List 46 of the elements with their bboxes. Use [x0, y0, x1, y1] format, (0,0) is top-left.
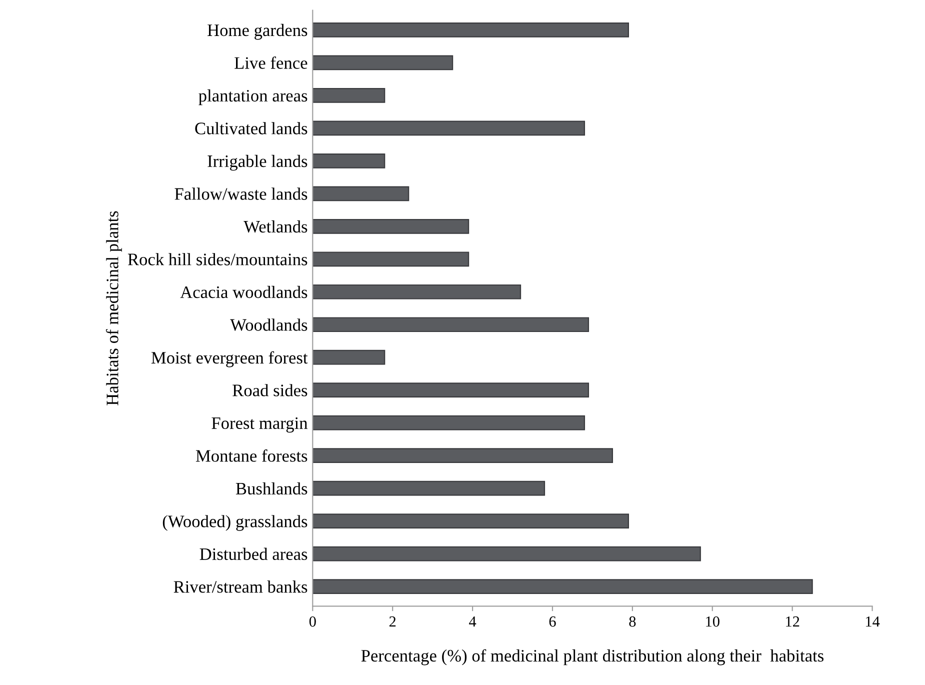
y-tick-label: Bushlands [236, 482, 308, 495]
bar [312, 153, 386, 168]
y-tick-label: Home gardens [208, 24, 308, 40]
x-tick-label: 12 [786, 616, 800, 627]
y-tick-label: Montane forests [196, 449, 308, 462]
y-tick-label: Acacia woodlands [180, 286, 308, 298]
bar [312, 284, 522, 300]
bar [312, 514, 629, 529]
x-tick-label: 0 [309, 616, 316, 627]
y-tick-label: Moist evergreen forest [151, 351, 308, 368]
bar [312, 579, 813, 594]
y-tick-label: Irrigable lands [208, 154, 308, 171]
bar [312, 448, 614, 464]
bar [312, 382, 590, 398]
x-tick-label: 14 [866, 616, 880, 627]
x-tick-label: 2 [389, 616, 396, 627]
y-tick-label: River/stream banks [174, 580, 308, 593]
bar [312, 218, 470, 234]
y-tick-label: Live fence [234, 56, 308, 69]
y-tick-label: Disturbed areas [200, 548, 308, 560]
y-tick-label: Wetlands [244, 220, 308, 233]
bar [312, 22, 629, 38]
y-tick-label: Woodlands [230, 318, 308, 331]
bar [312, 120, 586, 136]
y-tick-label: Fallow/waste lands [174, 188, 308, 200]
bar [312, 252, 470, 267]
bar [312, 546, 701, 562]
x-tick-label: 4 [469, 616, 476, 627]
y-axis-title: Habitats of medicinal plants [106, 211, 122, 406]
y-tick-label: Cultivated lands [195, 122, 308, 134]
x-tick-label: 10 [706, 616, 720, 627]
y-tick-label: Rock hill sides/mountains [128, 253, 308, 266]
bar [312, 350, 386, 365]
bar [312, 88, 386, 103]
y-tick-label: Forest margin [212, 417, 308, 433]
bar [312, 317, 590, 332]
bar [312, 186, 410, 202]
y-tick-label: (Wooded) grasslands [162, 515, 308, 531]
bar [312, 415, 586, 430]
x-tick-label: 8 [629, 616, 636, 627]
y-tick-label: plantation areas [198, 89, 308, 106]
y-tick-label: Road sides [232, 384, 308, 396]
x-axis-title: Percentage (%) of medicinal plant distribution along their habitats [361, 649, 824, 666]
bar [312, 480, 546, 496]
x-tick-label: 6 [549, 616, 556, 627]
bar [312, 55, 454, 70]
